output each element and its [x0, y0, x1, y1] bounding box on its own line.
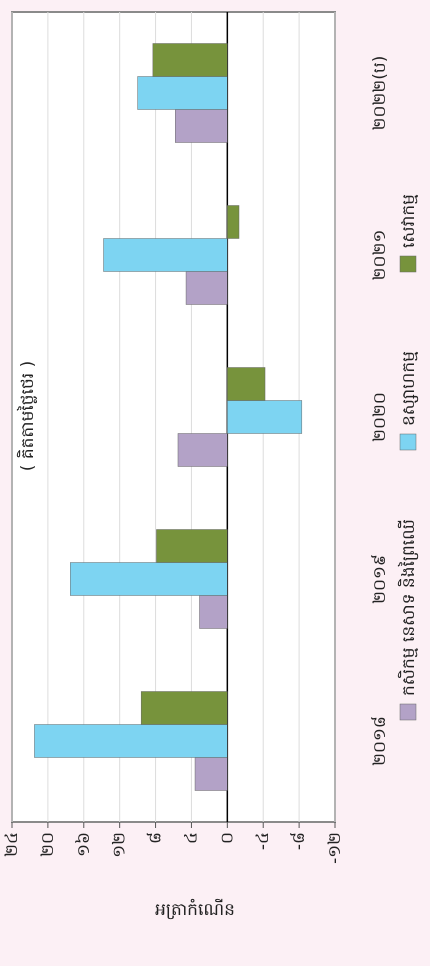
- y-tick-label: -៨: [289, 832, 309, 850]
- bar: [185, 271, 228, 305]
- y-tick-label: ២៤: [2, 832, 22, 857]
- chart-subtitle: ( គិតតាមថ្លៃថេរ ): [16, 361, 38, 471]
- y-tick-label: ១២: [110, 832, 130, 858]
- bar: [227, 400, 303, 434]
- x-tick-label: ២០២០: [370, 392, 390, 442]
- bar: [177, 433, 228, 467]
- legend-label: សេវាកម្ម: [399, 194, 419, 248]
- y-axis-title: អត្រាកំណើន: [155, 898, 235, 920]
- bar: [70, 562, 228, 596]
- y-tick-label: ៨: [146, 832, 166, 844]
- bar: [194, 757, 228, 791]
- x-tick-label: ២០១៩: [370, 554, 390, 604]
- bar: [34, 724, 228, 758]
- bar: [152, 43, 228, 77]
- legend-swatch: [399, 703, 417, 721]
- legend-swatch: [399, 433, 417, 451]
- bar: [156, 529, 228, 563]
- x-tick-label: ២០២២(ប): [370, 56, 390, 131]
- x-tick-label: ២០២១: [370, 230, 390, 281]
- legend-swatch: [399, 255, 417, 273]
- y-tick-label: -១២: [325, 832, 345, 864]
- legend-label: ឧស្សាហកម្ម: [399, 351, 419, 426]
- y-tick-label: ២០: [38, 832, 58, 857]
- y-tick-label: ៤: [181, 832, 201, 844]
- y-tick-label: ០: [217, 832, 237, 844]
- bar: [175, 109, 228, 143]
- bar: [227, 205, 240, 239]
- y-tick-label: -៤: [253, 832, 273, 850]
- bar: [140, 691, 228, 725]
- legend-label: កសិកម្ម នេសាទ និងព្រៃឈើ: [397, 519, 419, 696]
- bar: [227, 367, 266, 401]
- bar: [103, 238, 228, 272]
- bar: [199, 595, 228, 629]
- x-tick-label: ២០១៨: [370, 716, 390, 766]
- bar: [137, 76, 228, 110]
- y-tick-label: ១៦: [74, 832, 94, 857]
